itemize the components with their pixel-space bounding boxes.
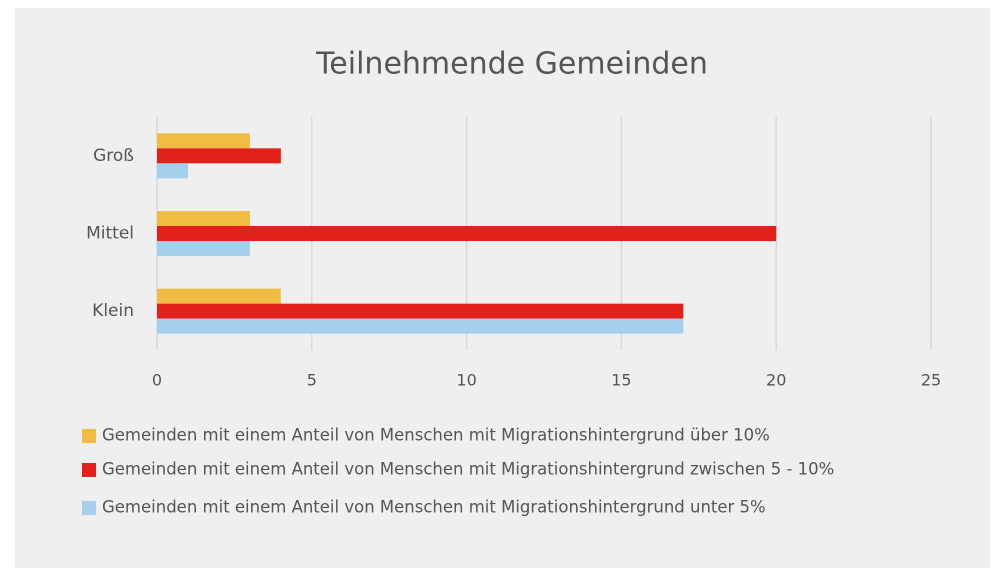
x-tick-label: 0 xyxy=(152,371,162,390)
y-tick-label: Groß xyxy=(93,146,134,166)
chart-title: Teilnehmende Gemeinden xyxy=(315,47,708,82)
x-tick-label: 10 xyxy=(456,371,476,390)
bar xyxy=(157,148,281,164)
x-tick-label: 25 xyxy=(921,371,941,390)
bar xyxy=(157,241,250,256)
legend-label: Gemeinden mit einem Anteil von Menschen … xyxy=(102,460,834,479)
x-tick-label: 20 xyxy=(766,371,786,390)
legend-swatch xyxy=(82,463,96,477)
chart-background xyxy=(15,8,990,568)
bar xyxy=(157,318,684,334)
bar xyxy=(157,226,777,241)
bar xyxy=(157,211,250,226)
bar xyxy=(157,288,281,304)
bar xyxy=(157,303,684,319)
legend-swatch xyxy=(82,429,96,443)
bar xyxy=(157,163,188,179)
legend-swatch xyxy=(82,501,96,515)
x-tick-label: 5 xyxy=(307,371,317,390)
legend-label: Gemeinden mit einem Anteil von Menschen … xyxy=(102,426,770,445)
y-tick-label: Mittel xyxy=(86,224,134,244)
bar xyxy=(157,133,250,149)
x-tick-label: 15 xyxy=(611,371,631,390)
y-tick-label: Klein xyxy=(92,301,134,321)
legend-label: Gemeinden mit einem Anteil von Menschen … xyxy=(102,498,766,517)
